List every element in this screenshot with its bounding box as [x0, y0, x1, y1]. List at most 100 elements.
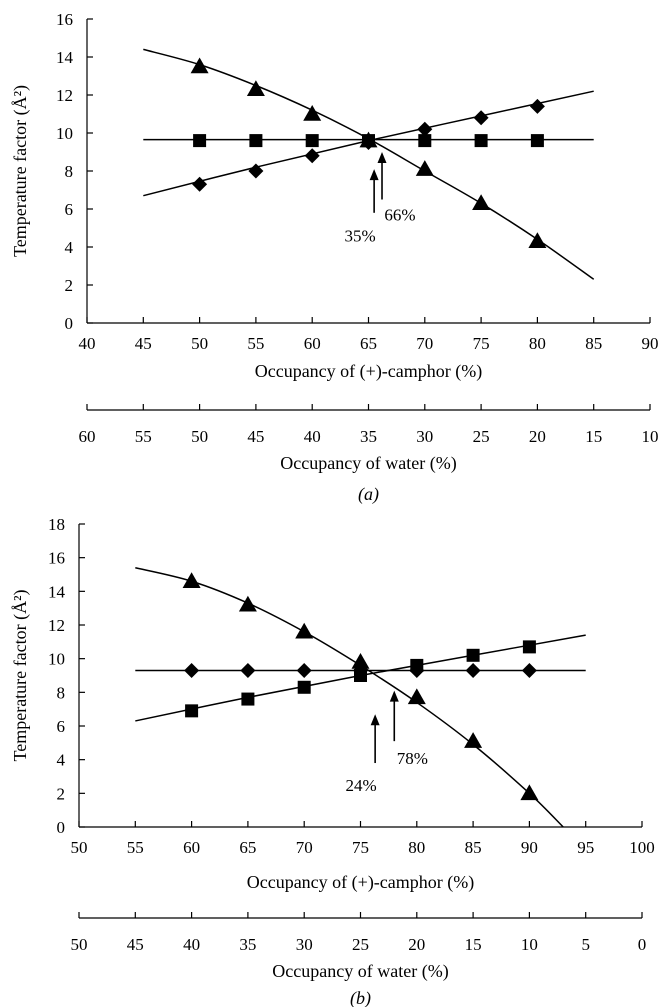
x-tick-label: 55	[127, 838, 144, 857]
secondary-tick-label: 15	[585, 427, 602, 446]
y-tick-label: 6	[57, 717, 66, 736]
point-diamond	[465, 662, 481, 678]
secondary-tick-label: 55	[135, 427, 152, 446]
secondary-tick-label: 10	[642, 427, 659, 446]
point-square	[466, 648, 480, 662]
point-triangle	[520, 784, 539, 801]
point-diamond	[296, 662, 312, 678]
point-square	[193, 134, 207, 148]
point-triangle	[415, 160, 434, 176]
annotation-arrow-head	[389, 690, 399, 702]
y-tick-label: 18	[48, 515, 65, 534]
chart-panel-a: 0 2 4 6 8 10 12 14 16 40 45 50 55 60 65 70 75 80 85 90 Occup…	[10, 10, 659, 505]
secondary-tick-label: 20	[408, 935, 425, 954]
x-tick-label: 70	[416, 334, 433, 353]
point-diamond	[184, 662, 200, 678]
secondary-tick-label: 35	[239, 935, 256, 954]
secondary-tick-label: 25	[352, 935, 369, 954]
point-square	[418, 134, 432, 148]
y-tick-label: 8	[57, 683, 66, 702]
point-diamond	[361, 135, 376, 150]
y-tick-label: 0	[57, 818, 66, 837]
x-tick-label: 85	[465, 838, 482, 857]
point-triangle	[351, 653, 370, 669]
point-triangle	[238, 595, 257, 612]
y-tick-label: 0	[65, 314, 74, 333]
x-tick-label: 70	[296, 838, 313, 857]
point-square	[530, 134, 544, 148]
x-tick-label: 65	[360, 334, 377, 353]
y-tick-label: 10	[48, 650, 65, 669]
y-tick-label: 4	[57, 751, 66, 770]
secondary-tick-label: 60	[79, 427, 96, 446]
panel-label: (b)	[350, 988, 371, 1007]
secondary-tick-label: 30	[416, 427, 433, 446]
annotation-label: 35%	[345, 227, 376, 246]
annotation-label: 66%	[384, 206, 415, 225]
x-tick-label: 75	[352, 838, 369, 857]
y-tick-label: 16	[56, 10, 73, 29]
secondary-tick-label: 35	[360, 427, 377, 446]
secondary-tick-label: 20	[529, 427, 546, 446]
point-diamond	[521, 662, 537, 678]
x-tick-label: 80	[408, 838, 425, 857]
point-triangle	[303, 105, 322, 121]
point-square	[474, 134, 488, 148]
secondary-tick-label: 50	[71, 935, 88, 954]
x-tick-label: 45	[135, 334, 152, 353]
point-square	[241, 692, 255, 706]
y-tick-label: 14	[48, 582, 66, 601]
y-tick-label: 14	[56, 48, 74, 67]
point-square	[185, 704, 199, 718]
annotation-arrow-head	[377, 152, 387, 163]
y-tick-label: 2	[57, 784, 66, 803]
secondary-axis-title: Occupancy of water (%)	[272, 961, 448, 982]
x-tick-label: 80	[529, 334, 546, 353]
panel-label: (a)	[358, 484, 379, 505]
point-triangle	[182, 572, 201, 588]
x-tick-label: 85	[585, 334, 602, 353]
y-tick-label: 16	[48, 549, 65, 568]
point-diamond	[248, 163, 264, 179]
point-diamond	[240, 662, 256, 678]
y-axis-title: Temperature factor (Å²)	[10, 85, 31, 257]
x-tick-label: 90	[521, 838, 538, 857]
point-diamond	[192, 176, 208, 192]
point-diamond	[304, 148, 320, 164]
x-tick-label: 55	[247, 334, 264, 353]
x-tick-label: 100	[629, 838, 655, 857]
point-square	[249, 134, 263, 148]
point-triangle	[246, 80, 265, 97]
point-diamond	[473, 110, 489, 126]
secondary-axis-title: Occupancy of water (%)	[280, 453, 456, 474]
point-diamond	[409, 662, 425, 678]
point-diamond	[417, 121, 433, 137]
annotation-label: 78%	[397, 749, 428, 768]
y-tick-label: 2	[65, 276, 74, 295]
y-tick-label: 4	[65, 238, 74, 257]
secondary-tick-label: 30	[296, 935, 313, 954]
secondary-tick-label: 15	[465, 935, 482, 954]
x-tick-label: 40	[79, 334, 96, 353]
y-tick-label: 6	[65, 200, 74, 219]
y-tick-label: 8	[65, 162, 74, 181]
point-diamond	[353, 662, 368, 678]
secondary-tick-label: 40	[304, 427, 321, 446]
point-triangle	[528, 232, 547, 249]
x-tick-label: 90	[642, 334, 659, 353]
point-triangle	[295, 622, 314, 639]
x-tick-label: 95	[577, 838, 594, 857]
secondary-tick-label: 10	[521, 935, 538, 954]
secondary-tick-label: 45	[127, 935, 144, 954]
x-tick-label: 60	[183, 838, 200, 857]
x-axis-title: Occupancy of (+)-camphor (%)	[247, 872, 475, 893]
point-triangle	[472, 194, 491, 211]
x-axis-title: Occupancy of (+)-camphor (%)	[255, 361, 483, 382]
secondary-tick-label: 40	[183, 935, 200, 954]
secondary-tick-label: 45	[247, 427, 264, 446]
secondary-tick-label: 50	[191, 427, 208, 446]
point-square	[305, 134, 319, 148]
secondary-tick-label: 25	[473, 427, 490, 446]
